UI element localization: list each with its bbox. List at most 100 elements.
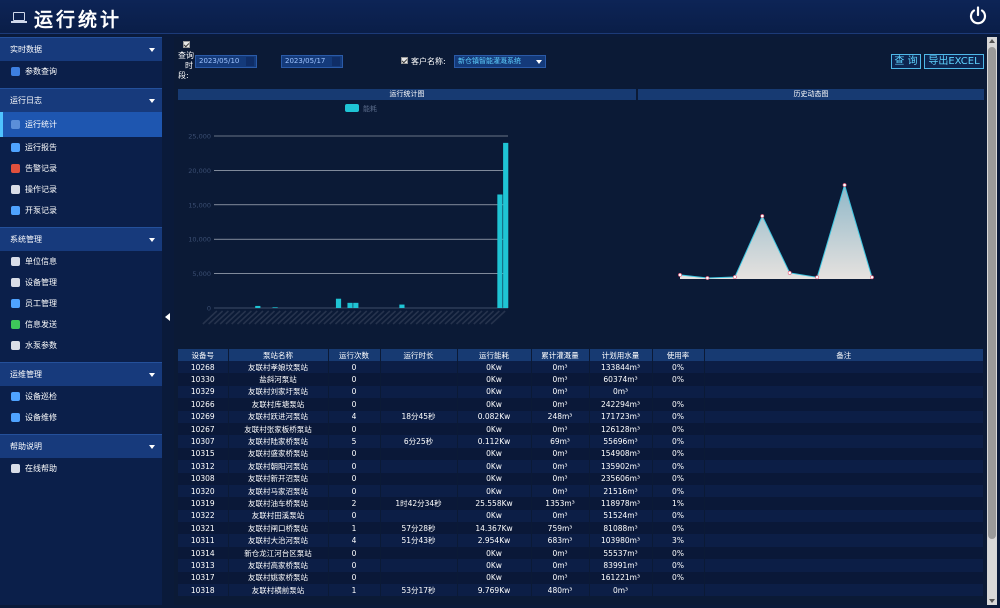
- query-button[interactable]: 查 询: [891, 54, 921, 69]
- sidebar-item-label: 信息发送: [25, 320, 57, 329]
- sidebar-item[interactable]: 告警记录: [0, 158, 162, 179]
- sidebar-section[interactable]: 系统管理: [0, 227, 162, 251]
- bar[interactable]: [347, 302, 353, 308]
- export-excel-button[interactable]: 导出EXCEL: [924, 54, 984, 69]
- table-row[interactable]: 10330 盐斜河泵站 0 0Kw 0m³ 60374m³ 0%: [178, 373, 984, 386]
- sidebar-item[interactable]: 员工管理: [0, 293, 162, 314]
- table-cell: 0m³: [531, 472, 590, 485]
- app-header: 运行统计: [0, 0, 1000, 34]
- table-row[interactable]: 10266 友联村库塘泵站 0 0Kw 0m³ 242294m³ 0%: [178, 398, 984, 411]
- table-cell: 0: [328, 484, 381, 498]
- period-checkbox[interactable]: [183, 41, 190, 48]
- table-row[interactable]: 10267 友联村张家板桥泵站 0 0Kw 0m³ 126128m³ 0%: [178, 422, 984, 436]
- bar[interactable]: [353, 302, 359, 308]
- table-row[interactable]: 10307 友联村陆家桥泵站 5 6分25秒 0.112Kw 69m³ 55696m³ 0%: [178, 435, 984, 448]
- sidebar-item[interactable]: 运行报告: [0, 137, 162, 158]
- sidebar-item[interactable]: 操作记录: [0, 179, 162, 200]
- scroll-down-icon[interactable]: [989, 599, 995, 603]
- bar[interactable]: [335, 298, 342, 308]
- data-point[interactable]: [787, 270, 792, 275]
- sidebar-section[interactable]: 实时数据: [0, 37, 162, 61]
- data-point[interactable]: [678, 273, 682, 277]
- scroll-up-icon[interactable]: [989, 39, 995, 43]
- table-row[interactable]: 10314 新仓龙江河台区泵站 0 0Kw 0m³ 55537m³ 0%: [178, 546, 984, 560]
- table-row[interactable]: 10268 友联村孝娘坟泵站 0 0Kw 0m³ 133844m³ 0%: [178, 361, 984, 374]
- table-cell: 0: [328, 361, 381, 374]
- table-row[interactable]: 10322 友联村田溪泵站 0 0Kw 0m³ 51524m³ 0%: [178, 509, 984, 523]
- table-cell: 51524m³: [589, 509, 653, 523]
- data-point[interactable]: [870, 275, 874, 280]
- stats-bar-chart: 能耗 0 5,000 10,000 15,000 20,000 25,000: [188, 104, 509, 325]
- calendar-icon[interactable]: [332, 57, 340, 66]
- table-row[interactable]: 10313 友联村高家桥泵站 0 0Kw 0m³ 83991m³ 0%: [178, 559, 984, 572]
- scroll-thumb[interactable]: [988, 47, 996, 539]
- bar[interactable]: [503, 142, 509, 308]
- table-row[interactable]: 10317 友联村姚家桥泵站 0 0Kw 0m³ 161221m³ 0%: [178, 571, 984, 585]
- data-point[interactable]: [842, 183, 847, 187]
- x-tick-mark: [375, 310, 391, 325]
- table-row[interactable]: 10320 友联村马家沼泵站 0 0Kw 0m³ 21516m³ 0%: [178, 484, 984, 498]
- table-row[interactable]: 10269 友联村跃进河泵站 4 18分45秒 0.082Kw 248m³ 171723m³…: [178, 410, 984, 423]
- sidebar-item[interactable]: 开泵记录: [0, 200, 162, 221]
- sidebar-item-label: 参数查询: [25, 67, 57, 76]
- table-row[interactable]: 10311 友联村大治河泵站 4 51分43秒 2.954Kw 683m³ 103980m³…: [178, 534, 984, 547]
- sidebar-item[interactable]: 参数查询: [0, 61, 162, 82]
- sidebar-section[interactable]: 运行日志: [0, 88, 162, 112]
- x-tick-mark: [381, 310, 397, 325]
- table-cell: 5: [328, 435, 381, 448]
- data-point[interactable]: [815, 275, 820, 280]
- x-tick-mark: [484, 310, 500, 325]
- data-point[interactable]: [760, 214, 765, 218]
- sidebar-section[interactable]: 运维管理: [0, 362, 162, 386]
- x-tick-mark: [294, 310, 310, 325]
- legend-label: 能耗: [363, 104, 377, 113]
- sidebar-item[interactable]: 水泵参数: [0, 335, 162, 356]
- sidebar-item-label: 员工管理: [25, 299, 57, 308]
- data-point[interactable]: [705, 276, 710, 280]
- data-point[interactable]: [732, 275, 737, 279]
- table-cell: 10318: [178, 584, 229, 597]
- y-tick-label: 10,000: [188, 236, 211, 244]
- sidebar-item[interactable]: 信息发送: [0, 314, 162, 335]
- x-tick-mark: [369, 310, 385, 325]
- table-row[interactable]: 10321 友联村闸口桥泵站 1 57分28秒 14.367Kw 759m³ 81088m³…: [178, 522, 984, 535]
- sidebar-section[interactable]: 帮助说明: [0, 434, 162, 458]
- bar[interactable]: [497, 194, 503, 308]
- table-row[interactable]: 10318 友联村横前泵站 1 53分17秒 9.769Kw 480m³ 0m³: [178, 584, 984, 597]
- chevron-down-icon: [149, 373, 155, 377]
- sidebar-item[interactable]: 设备维修: [0, 407, 162, 428]
- x-tick-mark: [357, 310, 374, 325]
- bar[interactable]: [399, 304, 405, 308]
- table-cell: [704, 410, 984, 423]
- calendar-icon[interactable]: [246, 57, 254, 66]
- customer-select[interactable]: 新仓镇智能灌溉系统: [454, 55, 546, 68]
- x-tick-mark: [271, 310, 287, 325]
- bar[interactable]: [255, 305, 261, 308]
- table-cell: [380, 546, 458, 560]
- report-icon: [11, 143, 20, 152]
- sidebar-item[interactable]: 设备管理: [0, 272, 162, 293]
- sidebar-item[interactable]: 运行统计: [0, 112, 162, 137]
- sidebar-item[interactable]: 设备巡检: [0, 386, 162, 407]
- sidebar-item[interactable]: 单位信息: [0, 251, 162, 272]
- table-cell: 友联村横前泵站: [228, 584, 329, 597]
- start-date-input[interactable]: 2023/05/10: [195, 55, 257, 68]
- table-cell: 126128m³: [589, 422, 653, 436]
- scrollbar[interactable]: [987, 37, 997, 605]
- bar[interactable]: [272, 307, 278, 308]
- area-fill: [680, 185, 872, 279]
- table-row[interactable]: 10319 友联村油车桥泵站 2 1时42分34秒 25.558Kw 1353m³ 1189…: [178, 497, 984, 510]
- table-cell: [704, 447, 984, 461]
- x-tick-mark: [329, 310, 345, 325]
- table-row[interactable]: 10312 友联村朝阳河泵站 0 0Kw 0m³ 135902m³ 0%: [178, 460, 984, 473]
- table-cell: [380, 447, 458, 461]
- sidebar-item[interactable]: 在线帮助: [0, 458, 162, 479]
- table-row[interactable]: 10329 友联村刘家圩泵站 0 0Kw 0m³ 0m³: [178, 385, 984, 399]
- end-date-input[interactable]: 2023/05/17: [281, 55, 343, 68]
- page-title: 运行统计: [34, 9, 123, 31]
- table-row[interactable]: 10315 友联村盛家桥泵站 0 0Kw 0m³ 154908m³ 0%: [178, 447, 984, 461]
- table-row[interactable]: 10308 友联村新开沼泵站 0 0Kw 0m³ 235606m³ 0%: [178, 472, 984, 485]
- customer-checkbox[interactable]: [401, 57, 408, 64]
- collapse-sidebar-icon[interactable]: [165, 313, 170, 321]
- power-icon[interactable]: [968, 6, 988, 26]
